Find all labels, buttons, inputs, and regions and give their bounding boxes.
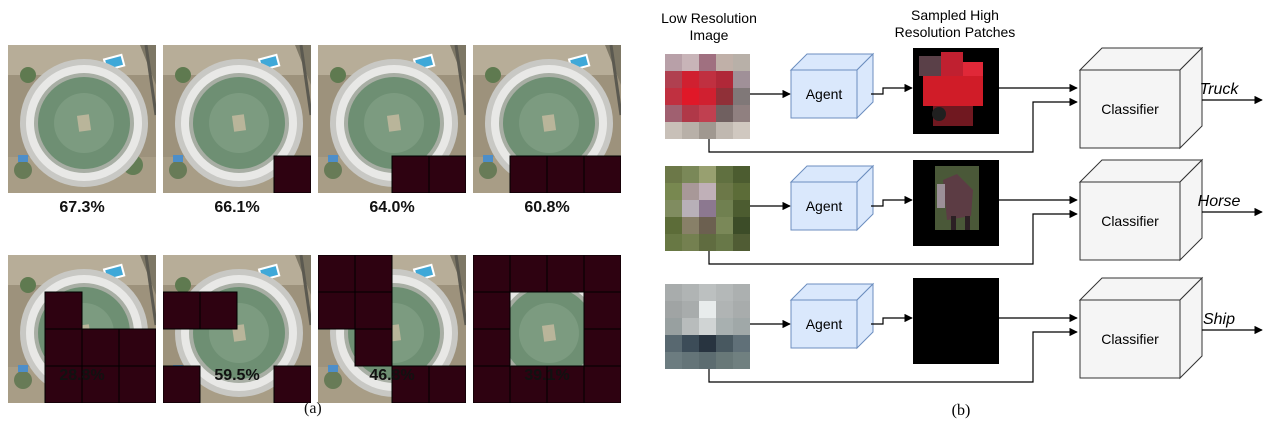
accuracy-label: 39.1% bbox=[524, 367, 570, 384]
stadium-image bbox=[318, 45, 466, 193]
output-label-ship: Ship bbox=[1203, 311, 1235, 328]
header-patches-line2: Resolution Patches bbox=[895, 24, 1016, 40]
caption-a: (a) bbox=[304, 400, 322, 417]
accuracy-label: 66.1% bbox=[214, 199, 260, 216]
masked-patch bbox=[428, 365, 466, 403]
agent-box: Agent bbox=[789, 52, 875, 120]
agent-box: Agent bbox=[789, 282, 875, 350]
masked-patch bbox=[81, 328, 120, 367]
masked-patch bbox=[163, 365, 201, 403]
stadium-tile bbox=[318, 255, 466, 403]
stadium-image bbox=[473, 255, 621, 403]
accuracy-label: 67.3% bbox=[59, 199, 105, 216]
classifier-box: Classifier bbox=[1078, 276, 1204, 380]
masked-patch bbox=[273, 365, 311, 403]
stadium-image bbox=[8, 255, 156, 403]
pipeline-row-horse: Agent Classifier Horse bbox=[665, 158, 1263, 265]
stadium-image bbox=[318, 255, 466, 403]
masked-patch bbox=[391, 155, 430, 193]
flow-arrow bbox=[871, 313, 913, 325]
header-patches-line1: Sampled High bbox=[911, 7, 999, 23]
masked-patch bbox=[318, 255, 356, 293]
caption-b: (b) bbox=[952, 402, 971, 419]
accuracy-label: 28.8% bbox=[59, 367, 105, 384]
masked-patch bbox=[583, 155, 621, 193]
low-res-image bbox=[665, 284, 750, 369]
masked-patch bbox=[44, 291, 83, 330]
classifier-box-label: Classifier bbox=[1101, 213, 1159, 229]
agent-box-label: Agent bbox=[806, 198, 843, 214]
pipeline-row-truck: Agent Classifier Truck bbox=[665, 46, 1263, 153]
masked-patch bbox=[318, 291, 356, 330]
header-low-res-line1: Low Resolution bbox=[661, 10, 757, 26]
panel-a: 67.3% 66.1% 64.0% 60.8% 28.8% 59.5% 46.8% 39.1%… bbox=[0, 0, 640, 425]
stadium-tile bbox=[318, 45, 466, 193]
accuracy-label: 60.8% bbox=[524, 199, 570, 216]
masked-patch bbox=[583, 328, 621, 367]
flow-arrow bbox=[708, 327, 1078, 383]
classifier-box: Classifier bbox=[1078, 46, 1204, 150]
masked-patch bbox=[473, 291, 511, 330]
stadium-tile bbox=[473, 45, 621, 193]
masked-patch bbox=[509, 155, 548, 193]
masked-patch bbox=[473, 328, 511, 367]
output-label-horse: Horse bbox=[1198, 193, 1241, 210]
flow-arrow bbox=[708, 97, 1078, 153]
masked-patch bbox=[44, 328, 83, 367]
agent-box-label: Agent bbox=[806, 316, 843, 332]
masked-patch bbox=[473, 365, 511, 403]
masked-patch bbox=[354, 291, 393, 330]
masked-patch bbox=[583, 291, 621, 330]
masked-patch bbox=[354, 255, 393, 293]
masked-patch bbox=[163, 291, 201, 330]
classifier-box-label: Classifier bbox=[1101, 331, 1159, 347]
masked-patch bbox=[546, 155, 585, 193]
classifier-box-label: Classifier bbox=[1101, 101, 1159, 117]
low-res-image bbox=[665, 166, 750, 251]
masked-patch bbox=[118, 365, 156, 403]
agent-box-label: Agent bbox=[806, 86, 843, 102]
flow-arrow bbox=[871, 195, 913, 207]
classifier-box: Classifier bbox=[1078, 158, 1204, 262]
stadium-tile bbox=[163, 45, 311, 193]
pipeline-row-ship: Agent Classifier Ship bbox=[665, 276, 1263, 383]
accuracy-label: 64.0% bbox=[369, 199, 415, 216]
stadium-tile bbox=[8, 255, 156, 403]
masked-patch bbox=[583, 365, 621, 403]
masked-patch bbox=[199, 291, 238, 330]
low-res-image bbox=[665, 54, 750, 139]
masked-patch bbox=[509, 365, 548, 403]
output-label-truck: Truck bbox=[1200, 81, 1240, 98]
high-res-patches bbox=[913, 278, 999, 364]
flow-arrow bbox=[708, 209, 1078, 265]
masked-patch bbox=[273, 155, 311, 193]
high-res-patches bbox=[913, 48, 999, 134]
stadium-image bbox=[473, 45, 621, 193]
masked-patch bbox=[546, 255, 585, 293]
agent-box: Agent bbox=[789, 164, 875, 232]
masked-patch bbox=[509, 255, 548, 293]
masked-patch bbox=[391, 365, 430, 403]
stadium-tile bbox=[473, 255, 621, 403]
panel-b: Low Resolution Image Sampled High Resolu… bbox=[640, 0, 1269, 425]
high-res-patches bbox=[913, 160, 999, 246]
stadium-image bbox=[8, 45, 156, 193]
header-low-res-line2: Image bbox=[690, 27, 729, 43]
architecture-diagram: Low Resolution Image Sampled High Resolu… bbox=[661, 7, 1263, 419]
masked-patch bbox=[583, 255, 621, 293]
masked-patch bbox=[118, 328, 156, 367]
masked-patch bbox=[354, 328, 393, 367]
stadium-image bbox=[163, 255, 311, 403]
flow-arrow bbox=[871, 83, 913, 95]
stadium-image bbox=[163, 45, 311, 193]
masked-patch bbox=[44, 365, 83, 403]
stadium-tile bbox=[8, 45, 156, 193]
stadium-tile bbox=[163, 255, 311, 403]
masked-patch bbox=[428, 155, 466, 193]
accuracy-label: 59.5% bbox=[214, 367, 260, 384]
accuracy-label: 46.8% bbox=[369, 367, 415, 384]
masked-patch bbox=[473, 255, 511, 293]
